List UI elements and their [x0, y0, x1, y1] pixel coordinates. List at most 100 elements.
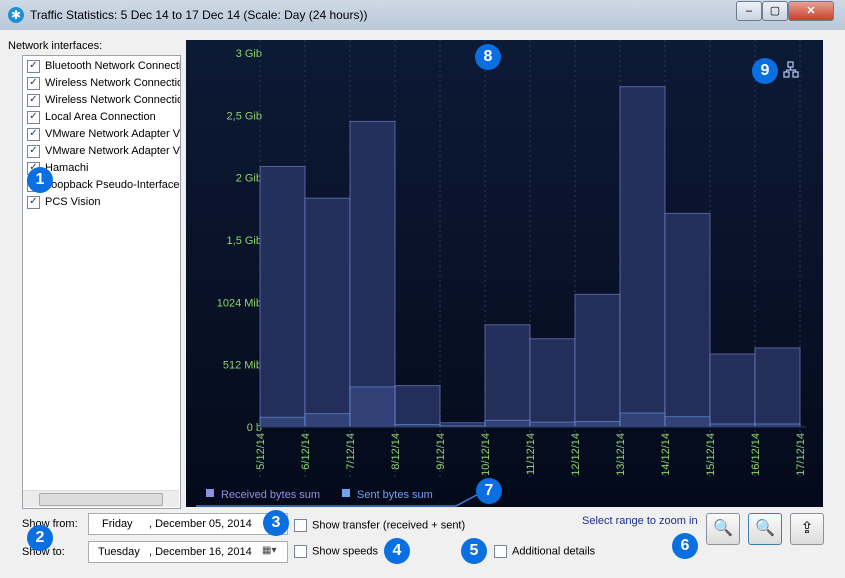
show-transfer-label: Show transfer (received + sent)	[312, 519, 466, 532]
title-bar	[0, 0, 845, 30]
bar	[349, 386, 396, 428]
interface-name: Local Area Connection	[45, 111, 156, 123]
y-tick-label: 1,5 Gib	[227, 235, 262, 247]
bar	[709, 353, 756, 428]
bar	[619, 86, 666, 428]
x-tick-label: 15/12/14	[705, 433, 717, 476]
interface-name: PCS Vision	[45, 196, 101, 208]
zoom-out-button[interactable]: 🔍	[748, 513, 782, 545]
callout: 7	[476, 478, 502, 504]
callout: 2	[27, 525, 53, 551]
interface-item[interactable]: ✓ VMware Network Adapter VI	[27, 126, 181, 143]
bar	[394, 385, 441, 428]
tree-icon[interactable]	[783, 61, 799, 78]
bar	[349, 120, 396, 428]
interface-item[interactable]: ✓ PCS Vision	[27, 194, 100, 211]
legend-swatch	[206, 489, 214, 497]
legend-swatch	[342, 489, 350, 497]
from-date: , December 05, 2014	[149, 518, 252, 530]
to-date-field[interactable]: Tuesday , December 16, 2014 ▦▾	[88, 541, 288, 563]
show-speeds-checkbox[interactable]: Show speeds	[294, 545, 378, 558]
callout: 9	[752, 58, 778, 84]
bar	[619, 412, 666, 428]
x-tick-label: 11/12/14	[525, 433, 537, 475]
x-tick-label: 17/12/14	[795, 433, 807, 476]
show-transfer-checkbox[interactable]: Show transfer (received + sent)	[294, 519, 465, 532]
checkbox[interactable]: ✓	[27, 127, 40, 141]
to-day: Tuesday	[98, 546, 140, 558]
y-tick-label: 3 Gib	[236, 48, 262, 60]
chart: 0 b 512 Mib 1024 Mib 1,5 Gib 2 Gib 2,5 Gib 3 G…	[186, 40, 823, 507]
checkbox[interactable]: ✓	[27, 144, 40, 158]
bar	[259, 165, 306, 428]
interfaces-label: Network interfaces:	[8, 40, 103, 52]
callout: 3	[263, 510, 289, 536]
callout: 1	[27, 167, 53, 193]
callout: 6	[672, 533, 698, 559]
bar	[529, 338, 576, 428]
interface-name: Wireless Network Connectio	[45, 77, 181, 89]
checkbox[interactable]: ✓	[27, 110, 40, 124]
bar	[754, 347, 801, 428]
interface-name: VMware Network Adapter VI	[45, 128, 181, 140]
x-tick-label: 6/12/14	[300, 433, 312, 470]
zoom-hint: Select range to zoom in	[582, 515, 698, 527]
bar	[259, 416, 306, 428]
export-button[interactable]: ⇪	[790, 513, 824, 545]
from-day: Friday	[102, 518, 133, 530]
x-tick-label: 12/12/14	[570, 433, 582, 476]
y-tick-label: 1024 Mib	[217, 297, 262, 309]
bar	[529, 421, 576, 428]
scrollbar[interactable]	[23, 490, 179, 507]
y-tick-label: 512 Mib	[223, 360, 262, 372]
y-tick-label: 2 Gib	[236, 173, 262, 185]
bar	[664, 416, 711, 428]
to-date: , December 16, 2014	[149, 546, 252, 558]
interface-item[interactable]: ✓ Wireless Network Connectio	[27, 75, 181, 92]
x-tick-label: 7/12/14	[345, 433, 357, 470]
callout: 5	[461, 538, 487, 564]
bar	[574, 293, 621, 428]
interface-name: Bluetooth Network Connecti	[45, 60, 181, 72]
interface-item[interactable]: ✓ VMware Network Adapter VI	[27, 143, 180, 160]
y-tick-label: 2,5 Gib	[227, 110, 262, 122]
window-title: Traffic Statistics: 5 Dec 14 to 17 Dec 1…	[30, 8, 368, 22]
interface-item[interactable]: ✓ Local Area Connection	[27, 109, 156, 126]
x-tick-label: 16/12/14	[750, 433, 762, 476]
additional-details-checkbox[interactable]: Additional details	[494, 545, 595, 558]
x-tick-label: 10/12/14	[480, 433, 492, 476]
legend-label: Received bytes sum	[221, 489, 320, 501]
bar	[574, 421, 621, 428]
checkbox[interactable]: ✓	[27, 59, 40, 73]
bar	[304, 413, 351, 428]
x-tick-label: 14/12/14	[660, 433, 672, 476]
date-dropdown[interactable]: ▦▾	[262, 545, 277, 556]
bar	[664, 212, 711, 428]
x-tick-label: 13/12/14	[615, 433, 627, 476]
close-button[interactable]: ✕	[788, 1, 834, 21]
checkbox[interactable]: ✓	[27, 195, 40, 209]
checkbox[interactable]: ✓	[27, 76, 40, 90]
checkbox[interactable]: ✓	[27, 93, 40, 107]
bar	[304, 197, 351, 428]
from-date-field[interactable]: Friday , December 05, 2014	[88, 513, 288, 535]
bar	[484, 324, 531, 428]
additional-details-label: Additional details	[512, 545, 596, 558]
legend-label: Sent bytes sum	[357, 489, 433, 501]
x-tick-label: 8/12/14	[390, 433, 402, 470]
zoom-in-button[interactable]: 🔍	[706, 513, 740, 545]
app-icon: ✱	[8, 7, 24, 23]
callout: 4	[384, 538, 410, 564]
interface-item[interactable]: ✓ Wireless Network Connectio	[27, 92, 180, 109]
interface-item[interactable]: ✓ Bluetooth Network Connecti	[27, 58, 181, 75]
minimize-button[interactable]: –	[736, 1, 762, 21]
show-speeds-label: Show speeds	[312, 545, 379, 558]
x-tick-label: 5/12/14	[255, 433, 267, 470]
y-tick-label: 0 b	[247, 422, 262, 434]
bar	[484, 419, 531, 428]
callout: 8	[475, 44, 501, 70]
maximize-button[interactable]: ▢	[762, 1, 788, 21]
interface-list: ✓ Bluetooth Network Connecti ✓ Wireless Net…	[22, 55, 181, 509]
scroll-thumb[interactable]	[39, 493, 163, 506]
